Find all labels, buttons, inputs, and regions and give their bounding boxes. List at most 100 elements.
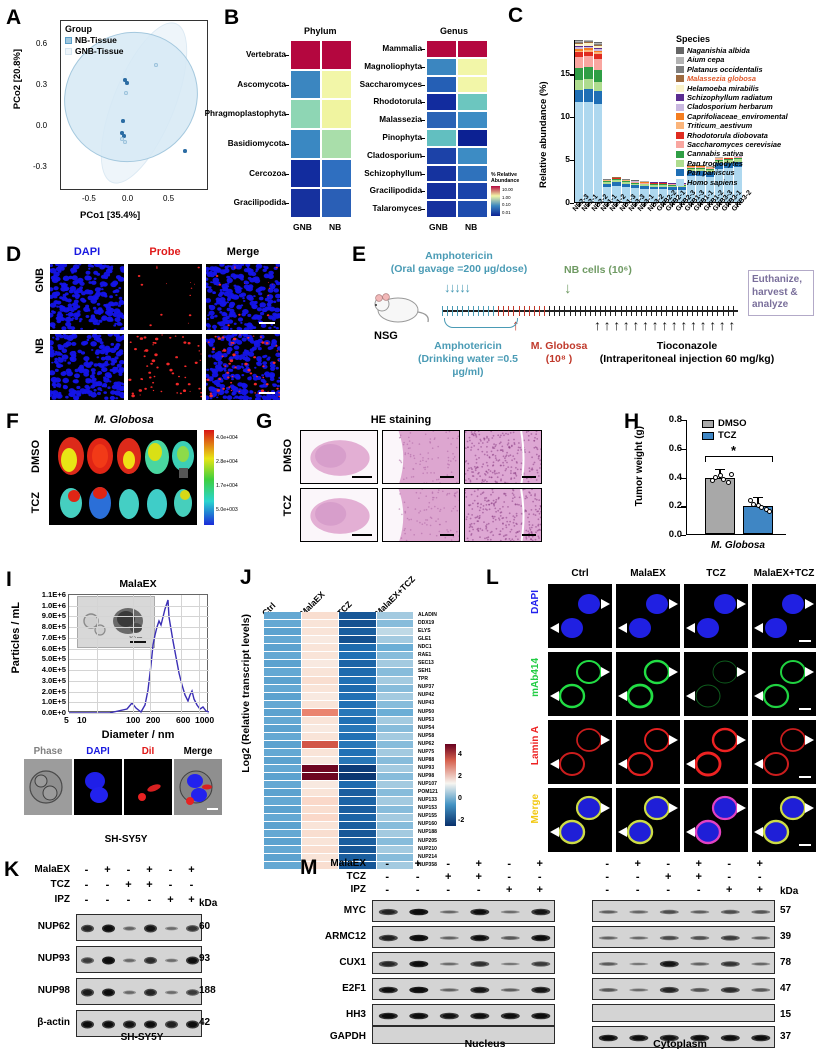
c-x-tick-mark [663,203,664,207]
timeline-tick [498,306,499,316]
species-legend-label: Cladosporium herbarum [687,102,773,111]
j-gene-label: SEH1 [418,667,431,675]
j-heatmap-cell [302,677,340,685]
k-treatment-label: MalaEX [4,864,70,875]
heatmap-row-label: Cercozoa [249,169,286,178]
stacked-bar [631,39,639,202]
k-kda-value: 188 [199,985,216,996]
timeline-tick [682,306,683,316]
species-legend-item: Aium cepa [676,55,788,64]
j-heatmap-cell [302,644,340,652]
gavage-arrow: ↓ [464,281,471,294]
species-legend-item: Cladosporium herbarum [676,102,788,111]
timeline-tick [600,306,601,316]
j-heatmap-cell [302,668,340,676]
i-y-tick: 4.0E+5 [22,665,66,674]
k-kda-value: 42 [199,1017,210,1028]
j-heatmap-cell [302,822,340,830]
l-column-header: MalaEX [610,568,686,579]
i-x-tick: 100 [126,715,140,725]
k-lane-sign: - [118,894,139,906]
j-heatmap-cell [302,636,340,644]
j-heatmap-cell [377,612,415,620]
m-lane-sign-cytoplasm: - [653,884,684,896]
m-lane-sign-nucleus: - [494,871,525,883]
i-x-axis-label: Diameter / nm [68,729,208,741]
heatmap-row-label: Ascomycota [237,80,286,89]
timeline-tick [631,306,632,316]
m-lane-sign-cytoplasm: - [592,871,623,883]
h-y-tick-mark [681,535,686,536]
stacked-bar-segment [584,102,592,202]
c-x-tick-mark [625,203,626,207]
phylum-heatmap [290,40,352,218]
m-lane-sign-nucleus: - [525,871,556,883]
arrowhead-icon [618,759,627,769]
panel-c-species-abundance: Relative abundance (%) 0 5 10 15 NB2-3 NB2-1… [508,12,820,240]
k-kda-value: 93 [199,953,210,964]
timeline-tick [646,306,647,316]
j-heatmap-cell [264,733,302,741]
heatmap-row-tick [421,120,425,121]
h-data-point [729,472,734,477]
panel-f-ivis: M. Globosa DMSO TCZ [4,412,254,572]
j-heatmap-cell [302,789,340,797]
j-heatmap-cell [339,765,377,773]
c-x-tick-mark [672,203,673,207]
j-heatmap-cell [377,701,415,709]
k-lane-sign: - [76,864,97,876]
arrowhead-icon [601,803,610,813]
arrowhead-icon [754,827,763,837]
heatmap-cell [457,93,488,111]
i-x-tick: 200 [146,715,160,725]
stacked-bar [612,39,620,202]
panel-b-heatmaps: Phylum Genus Vertebrata Ascomycota Phragmo… [222,14,502,236]
i-gridline [133,595,134,713]
heatmap-cell [426,147,457,165]
pcoa-point-gnb [123,140,127,144]
h-x-axis-label: M. Globosa [690,540,786,551]
k-lane-sign: - [181,879,202,891]
g-title: HE staining [296,414,506,426]
scale-bar [440,476,454,478]
scale-bar [522,534,536,536]
c-x-tick-mark [635,203,636,207]
arrowhead-icon [669,667,678,677]
mglobosa-label: M. Globosa (10⁸ ) [524,340,594,366]
j-heatmap-cell [377,725,415,733]
c-y-tick: 5 [552,154,570,164]
heatmap-cell [321,40,352,70]
stacked-bar-segment [575,80,583,89]
genus-col-nb: NB [465,222,477,232]
j-heatmap-cell [264,789,302,797]
scale-bar [352,534,372,536]
heatmap-row-label: Saccharomyces [360,80,422,89]
j-heatmap-cell [339,717,377,725]
amphotericin-water-label: Amphotericin (Drinking water =0.5 µg/ml) [408,340,528,379]
timeline-tick [483,306,484,316]
j-heatmap-cell [339,741,377,749]
timeline-tick [656,306,657,316]
j-heatmap-cell [339,757,377,765]
j-heatmap-cell [339,725,377,733]
heatmap-row-label: Pinophyta [382,133,422,142]
j-heatmap-cell [339,628,377,636]
arrowhead-icon [686,759,695,769]
blot-panel [372,900,555,922]
timeline-tick [641,306,642,316]
heatmap-cell [457,200,488,218]
j-gene-label: NUP37 [418,683,434,691]
species-legend-swatch [676,151,684,158]
j-heatmap-cell [339,612,377,620]
j-heatmap-cell [339,773,377,781]
i-x-tick: 600 [176,715,190,725]
heatmap-cell [321,70,352,100]
j-heatmap-cell [377,838,415,846]
i-micro-header: Phase [24,746,72,757]
euthanize-label: Euthanize, harvest & analyze [752,274,802,310]
m-lane-sign-cytoplasm: + [714,884,745,896]
l-confocal-image [684,720,748,784]
blot-panel [76,914,202,941]
fish-micrograph [50,264,124,330]
arrowhead-icon [669,803,678,813]
